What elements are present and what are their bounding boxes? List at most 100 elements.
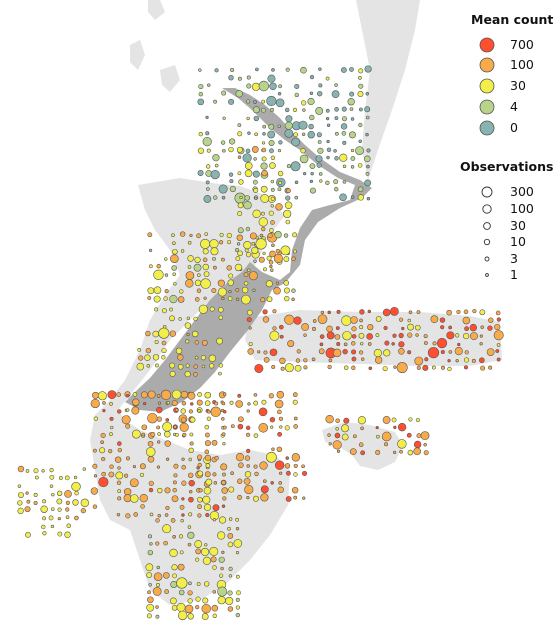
observation-marker <box>317 147 324 154</box>
observation-marker <box>275 203 283 211</box>
observation-marker <box>133 512 138 517</box>
observation-marker <box>190 402 194 406</box>
observation-marker <box>228 517 233 521</box>
observation-marker <box>165 505 170 511</box>
observation-marker <box>262 124 267 129</box>
observation-marker <box>204 391 212 399</box>
legend-swatch-100 <box>479 57 495 73</box>
observation-marker <box>365 132 369 137</box>
observation-marker <box>279 425 283 429</box>
observation-marker <box>381 431 392 442</box>
observation-marker <box>366 196 371 201</box>
observation-marker <box>276 446 283 452</box>
observation-marker <box>318 83 323 88</box>
observation-marker <box>326 325 333 333</box>
observation-marker <box>147 287 155 295</box>
observation-marker <box>235 288 240 292</box>
observation-marker <box>423 443 427 447</box>
observation-marker <box>291 297 295 302</box>
observation-marker <box>156 465 161 469</box>
observation-marker <box>56 490 63 497</box>
observation-marker <box>212 613 217 618</box>
observation-marker <box>302 108 306 112</box>
observation-marker <box>196 582 201 586</box>
observation-marker <box>93 448 97 453</box>
observation-marker <box>375 449 381 455</box>
observation-marker <box>80 508 86 514</box>
observation-marker <box>235 517 240 522</box>
observation-marker <box>218 371 222 376</box>
observation-marker <box>186 316 191 320</box>
observation-marker <box>401 326 405 331</box>
observation-marker <box>392 333 397 338</box>
observation-marker <box>17 484 22 488</box>
observation-marker <box>350 156 356 161</box>
observation-marker <box>294 180 299 185</box>
observation-marker <box>225 596 234 606</box>
observation-marker <box>166 400 170 405</box>
observation-marker <box>414 356 424 366</box>
observation-marker <box>341 106 347 112</box>
observation-marker <box>177 363 184 370</box>
observation-marker <box>284 463 291 469</box>
observation-marker <box>155 605 159 609</box>
legend-size-300 <box>481 186 493 198</box>
observation-marker <box>90 398 100 409</box>
observation-marker <box>214 455 219 461</box>
observation-marker <box>316 132 322 138</box>
observation-marker <box>201 339 208 346</box>
observation-marker <box>90 487 99 495</box>
observation-marker <box>359 309 365 315</box>
observation-marker <box>65 515 70 519</box>
observation-marker <box>148 583 152 587</box>
observation-marker <box>294 83 300 89</box>
observation-marker <box>178 317 182 321</box>
observation-marker <box>203 195 212 203</box>
observation-marker <box>427 347 440 359</box>
observation-marker <box>420 431 430 441</box>
observation-marker <box>349 91 355 97</box>
observation-marker <box>259 233 264 238</box>
observation-marker <box>72 499 79 506</box>
observation-marker <box>439 317 446 323</box>
observation-marker <box>42 499 47 504</box>
observation-marker <box>350 195 355 199</box>
observation-marker <box>179 289 184 294</box>
legend-size-label-3: 3 <box>510 251 518 266</box>
observation-marker <box>149 512 154 517</box>
observation-marker <box>235 526 240 531</box>
observation-marker <box>230 67 235 72</box>
observation-marker <box>173 425 177 429</box>
observation-marker <box>243 200 252 210</box>
legend-mean-count: Mean count 700 100 30 4 0 <box>471 12 553 136</box>
observation-marker <box>383 325 388 331</box>
observation-marker <box>440 365 445 370</box>
observation-marker <box>278 140 283 145</box>
observation-marker <box>278 416 284 421</box>
observation-marker <box>139 463 146 470</box>
observation-marker <box>301 323 310 331</box>
observation-marker <box>366 333 373 340</box>
observation-marker <box>326 139 330 144</box>
observation-marker <box>488 317 494 323</box>
observation-marker <box>325 180 330 186</box>
observation-marker <box>284 201 293 209</box>
observation-marker <box>269 250 276 258</box>
observation-marker <box>206 148 211 153</box>
observation-marker <box>432 341 437 346</box>
observation-marker <box>181 497 185 501</box>
observation-marker <box>221 432 226 437</box>
observation-marker <box>283 233 289 238</box>
observation-marker <box>204 543 208 547</box>
observation-marker <box>291 453 301 462</box>
observation-marker <box>448 350 453 354</box>
observation-marker <box>261 169 268 177</box>
legend-swatch-30 <box>479 78 495 94</box>
observation-marker <box>64 475 70 481</box>
observation-marker <box>480 365 486 371</box>
observation-marker <box>494 323 501 331</box>
observation-marker <box>286 164 291 169</box>
observation-marker <box>332 440 342 450</box>
observation-marker <box>211 439 218 446</box>
